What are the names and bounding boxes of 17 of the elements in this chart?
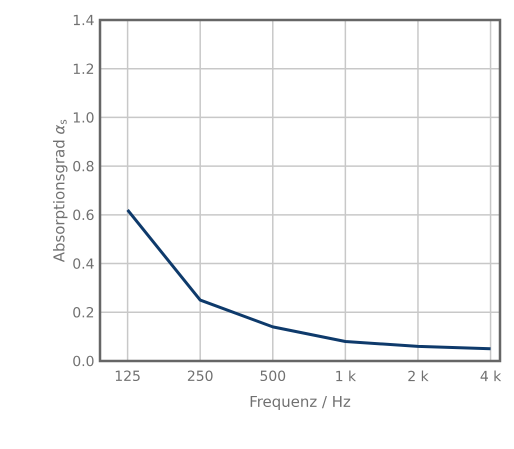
y-tick-label: 1.2 [74, 64, 94, 74]
line-series [126, 208, 492, 350]
x-tick-label: 125 [116, 370, 140, 382]
y-tick-label: 0.0 [73, 356, 94, 366]
x-tick-label: 250 [188, 370, 213, 382]
y-axis-title: Absorptionsgrad α$_{s}$ [53, 120, 68, 262]
y-tick-label: 0.4 [73, 258, 94, 269]
y-tick-label: 1.0 [74, 112, 94, 123]
x-axis-title: Frequenz / Hz [250, 396, 350, 410]
y-tick-label: 0.8 [73, 160, 94, 172]
x-tick-label: 2 k [408, 370, 429, 382]
x-tick-label: 500 [260, 370, 286, 382]
y-tick-label: 1.4 [74, 14, 94, 26]
y-tick-label: 0.2 [73, 306, 94, 318]
y-tick-label: 0.6 [73, 210, 94, 220]
x-tick-label: 4 k [480, 370, 502, 382]
x-tick-label: 1 k [336, 370, 356, 382]
